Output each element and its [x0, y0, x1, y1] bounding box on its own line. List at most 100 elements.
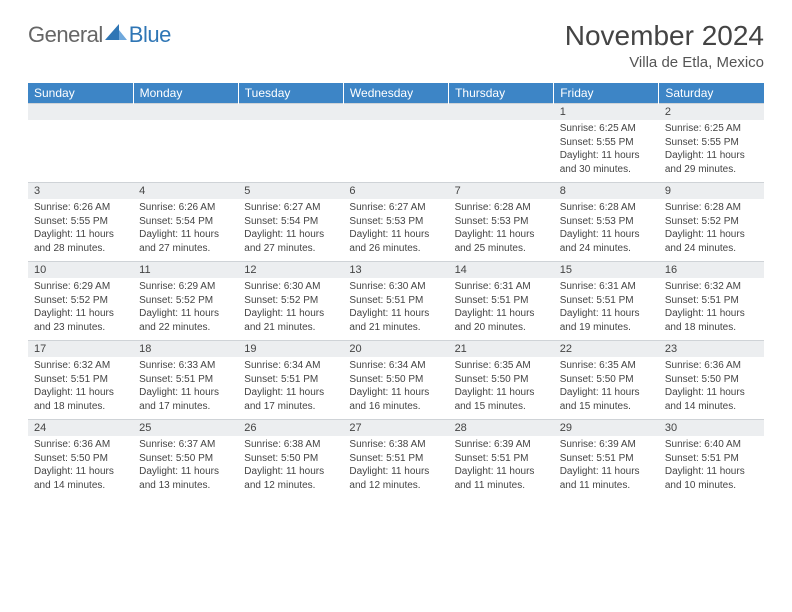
weekday-header: Monday [133, 83, 238, 104]
day-body: Sunrise: 6:27 AMSunset: 5:54 PMDaylight:… [238, 199, 343, 262]
sunset-line: Sunset: 5:52 PM [665, 215, 758, 229]
sunrise-line: Sunrise: 6:31 AM [560, 280, 653, 294]
day-number-row: 17181920212223 [28, 341, 764, 358]
day-number: 30 [659, 420, 764, 437]
day-body: Sunrise: 6:34 AMSunset: 5:51 PMDaylight:… [238, 357, 343, 420]
sunrise-line: Sunrise: 6:35 AM [455, 359, 548, 373]
daylight-line: Daylight: 11 hours and 16 minutes. [349, 386, 442, 413]
sunset-line: Sunset: 5:50 PM [244, 452, 337, 466]
day-number: 6 [343, 183, 448, 200]
day-body-row: Sunrise: 6:29 AMSunset: 5:52 PMDaylight:… [28, 278, 764, 341]
day-number: 25 [133, 420, 238, 437]
sunset-line: Sunset: 5:51 PM [455, 452, 548, 466]
day-body: Sunrise: 6:26 AMSunset: 5:54 PMDaylight:… [133, 199, 238, 262]
day-body [238, 120, 343, 183]
daylight-line: Daylight: 11 hours and 20 minutes. [455, 307, 548, 334]
logo-triangle-icon [105, 20, 127, 46]
month-title: November 2024 [565, 20, 764, 52]
day-body: Sunrise: 6:32 AMSunset: 5:51 PMDaylight:… [28, 357, 133, 420]
day-body-row: Sunrise: 6:36 AM Sunset: 5:50 PM Daylight:… [28, 436, 764, 498]
daylight-line: Daylight: 11 hours and 12 minutes. [349, 465, 442, 492]
sunset-line: Sunset: 5:51 PM [349, 452, 442, 466]
sunset-line: Sunset: 5:50 PM [560, 373, 653, 387]
day-number: 8 [554, 183, 659, 200]
day-body: Sunrise: 6:38 AMSunset: 5:50 PMDaylight:… [238, 436, 343, 498]
day-number: 1 [554, 104, 659, 121]
day-number: 12 [238, 262, 343, 279]
day-number [28, 104, 133, 121]
sunset-line: Sunset: 5:51 PM [665, 294, 758, 308]
sunrise-line: Sunrise: 6:28 AM [665, 201, 758, 215]
weekday-header: Tuesday [238, 83, 343, 104]
sunrise-line: Sunrise: 6:25 AM [560, 122, 653, 136]
day-body: Sunrise: 6:40 AMSunset: 5:51 PMDaylight:… [659, 436, 764, 498]
day-number: 10 [28, 262, 133, 279]
daylight-line: Daylight: 11 hours and 23 minutes. [34, 307, 127, 334]
day-number-row: 12 [28, 104, 764, 121]
daylight-line: Daylight: 11 hours and 11 minutes. [560, 465, 653, 492]
sunset-line: Sunset: 5:55 PM [34, 215, 127, 229]
sunset-line: Sunset: 5:52 PM [139, 294, 232, 308]
day-number: 19 [238, 341, 343, 358]
daylight-line: Daylight: 11 hours and 18 minutes. [665, 307, 758, 334]
day-number: 13 [343, 262, 448, 279]
sunrise-line: Sunrise: 6:32 AM [665, 280, 758, 294]
daylight-line: Daylight: 11 hours and 30 minutes. [560, 149, 653, 176]
sunrise-line: Sunrise: 6:29 AM [139, 280, 232, 294]
day-number: 23 [659, 341, 764, 358]
sunrise-line: Sunrise: 6:36 AM [34, 438, 127, 452]
sunset-line: Sunset: 5:50 PM [455, 373, 548, 387]
sunrise-line: Sunrise: 6:26 AM [139, 201, 232, 215]
logo-text-general: General [28, 22, 103, 48]
weekday-header-row: SundayMondayTuesdayWednesdayThursdayFrid… [28, 83, 764, 104]
daylight-line: Daylight: 11 hours and 29 minutes. [665, 149, 758, 176]
day-body: Sunrise: 6:36 AMSunset: 5:50 PMDaylight:… [28, 436, 133, 498]
sunrise-line: Sunrise: 6:35 AM [560, 359, 653, 373]
logo: General Blue [28, 20, 171, 49]
sunrise-line: Sunrise: 6:29 AM [34, 280, 127, 294]
day-body [28, 120, 133, 183]
logo-text-blue: Blue [129, 22, 171, 48]
day-body: Sunrise: 6:29 AMSunset: 5:52 PMDaylight:… [28, 278, 133, 341]
day-body: Sunrise: 6:30 AMSunset: 5:51 PMDaylight:… [343, 278, 448, 341]
sunrise-line: Sunrise: 6:26 AM [34, 201, 127, 215]
daylight-line: Daylight: 11 hours and 27 minutes. [139, 228, 232, 255]
day-body [133, 120, 238, 183]
sunrise-line: Sunrise: 6:31 AM [455, 280, 548, 294]
sunset-line: Sunset: 5:51 PM [560, 294, 653, 308]
day-body: Sunrise: 6:38 AMSunset: 5:51 PMDaylight:… [343, 436, 448, 498]
day-number: 5 [238, 183, 343, 200]
day-body: Sunrise: 6:28 AMSunset: 5:53 PMDaylight:… [554, 199, 659, 262]
weekday-header: Friday [554, 83, 659, 104]
sunrise-line: Sunrise: 6:27 AM [349, 201, 442, 215]
daylight-line: Daylight: 11 hours and 25 minutes. [455, 228, 548, 255]
day-number [238, 104, 343, 121]
day-body: Sunrise: 6:33 AMSunset: 5:51 PMDaylight:… [133, 357, 238, 420]
sunrise-line: Sunrise: 6:25 AM [665, 122, 758, 136]
sunset-line: Sunset: 5:53 PM [560, 215, 653, 229]
sunrise-line: Sunrise: 6:32 AM [34, 359, 127, 373]
sunset-line: Sunset: 5:54 PM [139, 215, 232, 229]
day-body: Sunrise: 6:34 AMSunset: 5:50 PMDaylight:… [343, 357, 448, 420]
day-body [343, 120, 448, 183]
daylight-line: Daylight: 11 hours and 13 minutes. [139, 465, 232, 492]
daylight-line: Daylight: 11 hours and 24 minutes. [665, 228, 758, 255]
sunrise-line: Sunrise: 6:38 AM [244, 438, 337, 452]
day-body: Sunrise: 6:36 AMSunset: 5:50 PMDaylight:… [659, 357, 764, 420]
day-number: 4 [133, 183, 238, 200]
daylight-line: Daylight: 11 hours and 28 minutes. [34, 228, 127, 255]
day-body: Sunrise: 6:32 AMSunset: 5:51 PMDaylight:… [659, 278, 764, 341]
sunrise-line: Sunrise: 6:37 AM [139, 438, 232, 452]
day-number: 16 [659, 262, 764, 279]
sunrise-line: Sunrise: 6:39 AM [560, 438, 653, 452]
sunrise-line: Sunrise: 6:36 AM [665, 359, 758, 373]
day-number: 24 [28, 420, 133, 437]
day-body: Sunrise: 6:35 AMSunset: 5:50 PMDaylight:… [554, 357, 659, 420]
sunrise-line: Sunrise: 6:30 AM [244, 280, 337, 294]
day-body: Sunrise: 6:28 AMSunset: 5:53 PMDaylight:… [449, 199, 554, 262]
day-number: 29 [554, 420, 659, 437]
header: General Blue November 2024 Villa de Etla… [28, 20, 764, 71]
day-body-row: Sunrise: 6:26 AMSunset: 5:55 PMDaylight:… [28, 199, 764, 262]
daylight-line: Daylight: 11 hours and 26 minutes. [349, 228, 442, 255]
day-body: Sunrise: 6:28 AMSunset: 5:52 PMDaylight:… [659, 199, 764, 262]
